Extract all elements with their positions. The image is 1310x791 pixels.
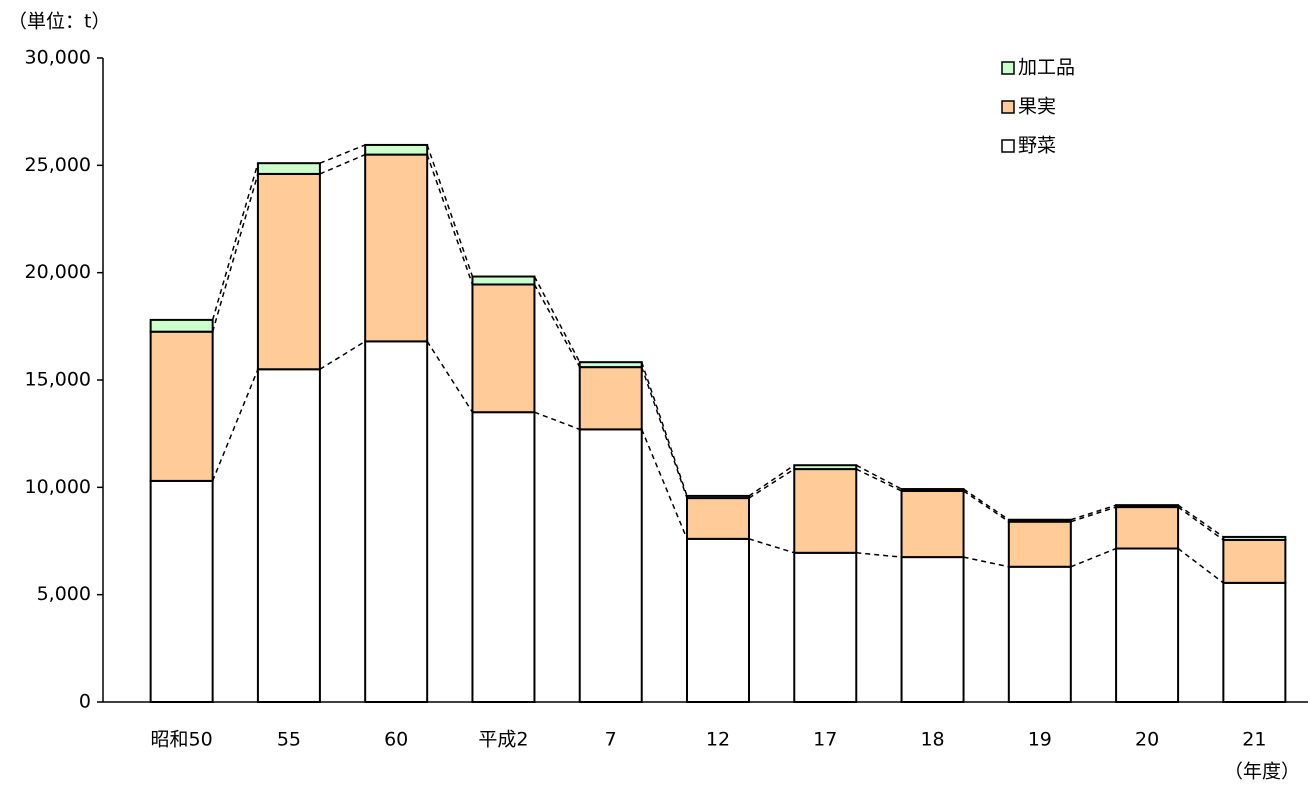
bar-segment xyxy=(1222,581,1287,703)
x-tick-label: 18 xyxy=(920,729,944,751)
connector xyxy=(856,552,902,558)
bar-segment xyxy=(686,537,750,703)
connector xyxy=(211,162,259,321)
x-tick-label: 17 xyxy=(813,729,837,751)
x-tick-label: 12 xyxy=(706,729,730,751)
connector xyxy=(641,429,688,540)
bar-segment xyxy=(149,318,214,333)
bar-segment xyxy=(256,368,321,703)
x-tick-label: 19 xyxy=(1028,729,1052,751)
bar-segment xyxy=(256,162,321,175)
legend-swatch xyxy=(1001,139,1015,153)
x-tick-label: 平成2 xyxy=(478,729,528,751)
connector xyxy=(1070,547,1117,568)
bar-segment xyxy=(686,494,750,500)
bar-segment xyxy=(1222,538,1287,584)
connector xyxy=(1177,506,1224,541)
bar-segment xyxy=(364,153,429,343)
bar-segment xyxy=(1115,547,1180,703)
bar-segment xyxy=(1222,535,1287,541)
connector xyxy=(426,340,474,413)
x-tick-label: 7 xyxy=(605,729,617,751)
connector xyxy=(426,144,474,277)
bar-segment xyxy=(1007,520,1072,568)
x-tick-label: 60 xyxy=(384,729,408,751)
legend-label: 果実 xyxy=(1018,96,1056,118)
connector xyxy=(319,144,366,164)
bar-segment xyxy=(900,489,965,559)
connector xyxy=(641,361,688,497)
y-tick-label: 15,000 xyxy=(25,369,91,391)
bar-segment xyxy=(1007,518,1072,523)
x-tick-label: 21 xyxy=(1242,729,1266,751)
connector xyxy=(963,490,1010,523)
y-tick-label: 5,000 xyxy=(37,583,91,605)
connector xyxy=(1177,504,1224,538)
bar-segment xyxy=(149,330,214,482)
bar-segment xyxy=(1007,565,1072,704)
bar-segment xyxy=(256,172,321,371)
bar-segment xyxy=(578,428,643,703)
y-tick-label: 20,000 xyxy=(25,261,91,283)
bar-segment xyxy=(364,143,429,156)
bar-segment xyxy=(686,497,750,540)
bar-segment xyxy=(471,283,536,414)
connector xyxy=(319,340,366,370)
connector xyxy=(963,488,1010,521)
y-tick-label: 0 xyxy=(79,691,91,713)
unit-label: （単位：t） xyxy=(8,11,110,33)
connector xyxy=(1070,504,1117,521)
connector xyxy=(426,154,474,285)
bar-segment xyxy=(1115,504,1180,509)
bar-segment xyxy=(900,556,965,703)
legend-swatch xyxy=(1001,100,1015,114)
connector xyxy=(533,284,581,368)
connector xyxy=(855,464,902,490)
bar-segment xyxy=(900,488,965,492)
y-tick-label: 10,000 xyxy=(25,476,91,498)
connector xyxy=(533,276,581,363)
x-tick-label: 20 xyxy=(1135,729,1159,751)
legend-label: 加工品 xyxy=(1018,57,1075,79)
connector xyxy=(855,468,902,492)
connector xyxy=(534,411,580,431)
bar-segment xyxy=(471,411,536,703)
connector xyxy=(319,153,366,175)
bar-segment xyxy=(471,275,536,286)
connector xyxy=(748,468,795,499)
connector xyxy=(211,173,259,332)
y-tick-label: 25,000 xyxy=(25,154,91,176)
bar-segment xyxy=(793,464,858,471)
bar-segment xyxy=(793,551,858,703)
x-tick-label: 昭和50 xyxy=(151,729,213,751)
x-unit-label: （年度） xyxy=(1224,761,1300,783)
connector xyxy=(211,368,259,482)
connector xyxy=(1177,547,1224,584)
bar-segment xyxy=(149,479,214,704)
bar-segment xyxy=(364,340,429,703)
bar-segment xyxy=(1115,506,1180,550)
connector xyxy=(641,366,688,499)
bar-segment xyxy=(578,361,643,369)
legend-label: 野菜 xyxy=(1018,135,1056,157)
x-tick-label: 55 xyxy=(277,729,301,751)
bar-segment xyxy=(578,366,643,431)
connector xyxy=(748,464,795,497)
connector xyxy=(963,556,1009,568)
y-tick-label: 30,000 xyxy=(25,47,91,69)
connector xyxy=(748,538,795,554)
bar-segment xyxy=(793,468,858,554)
legend-swatch xyxy=(1001,61,1015,75)
connector xyxy=(1070,506,1117,523)
